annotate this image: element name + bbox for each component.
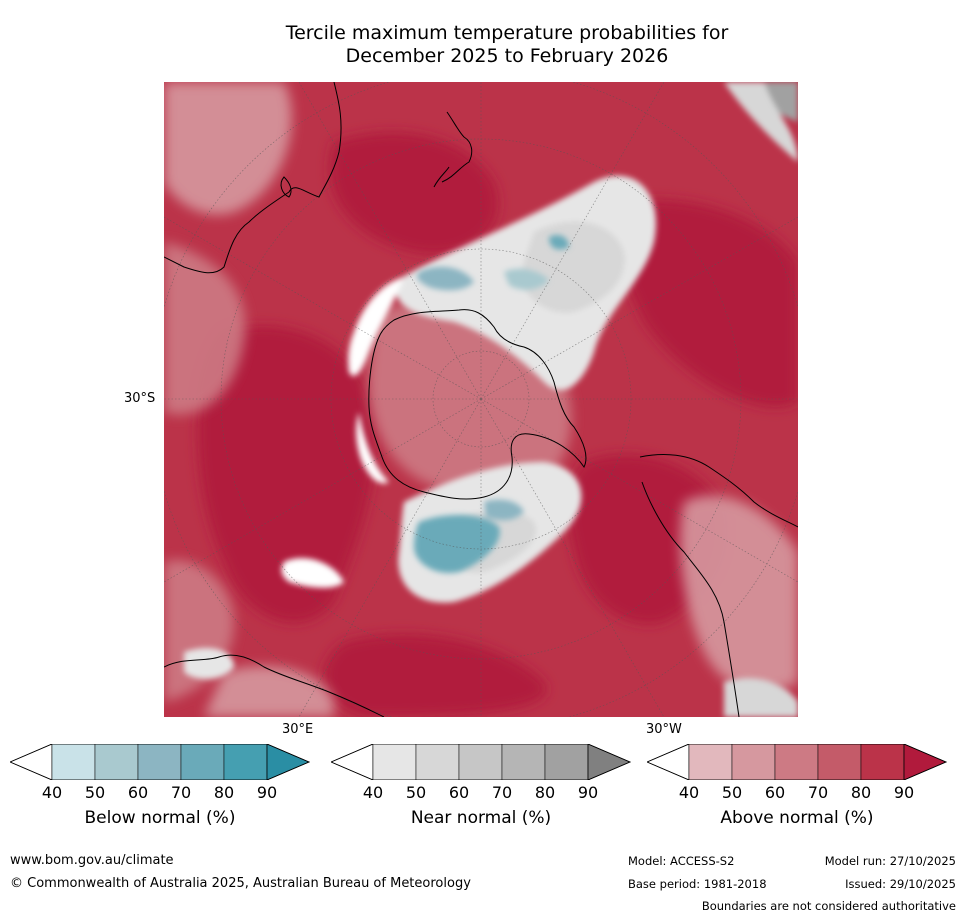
near-colorbar-segment-5 xyxy=(544,744,589,780)
footer-disclaimer: Boundaries are not considered authoritat… xyxy=(701,899,956,913)
near-tick-label: 40 xyxy=(362,783,384,802)
region-below-normal-pacific-3 xyxy=(549,235,569,250)
near-colorbar-segment-1 xyxy=(372,744,417,780)
australia-coastline xyxy=(164,82,342,274)
above-colorbar-segment-3 xyxy=(774,744,819,780)
near-normal-ticks: 40 50 60 70 80 90 xyxy=(331,783,631,803)
region-tasman-dark xyxy=(329,132,499,254)
above-colorbar-low-extend xyxy=(647,744,690,780)
tasmania-coastline xyxy=(280,176,292,198)
above-colorbar-segment-4 xyxy=(817,744,862,780)
above-colorbar-segment-1 xyxy=(688,744,733,780)
region-west-light xyxy=(164,82,292,215)
above-tick-label: 40 xyxy=(678,783,700,802)
above-colorbar-high-extend xyxy=(903,744,947,780)
near-colorbar-high-extend xyxy=(587,744,631,780)
near-tick-label: 90 xyxy=(577,783,599,802)
near-colorbar-low-extend xyxy=(331,744,374,780)
below-tick-label: 80 xyxy=(213,783,235,802)
above-tick-label: 80 xyxy=(850,783,872,802)
above-tick-label: 50 xyxy=(721,783,743,802)
new-zealand-north xyxy=(441,111,473,183)
below-colorbar-outline xyxy=(10,744,310,780)
above-colorbar-outline xyxy=(647,744,947,780)
region-southamerica-light xyxy=(680,495,798,692)
below-colorbar-segment-4 xyxy=(180,744,225,780)
region-ring-white-2 xyxy=(356,412,389,484)
new-zealand-south xyxy=(433,166,450,188)
near-tick-label: 80 xyxy=(534,783,556,802)
footer-copyright: © Commonwealth of Australia 2025, Austra… xyxy=(10,876,471,891)
below-colorbar-segment-1 xyxy=(51,744,96,780)
below-colorbar-segment-3 xyxy=(137,744,182,780)
near-colorbar-segment-3 xyxy=(458,744,503,780)
near-tick-label: 50 xyxy=(405,783,427,802)
above-normal-ticks: 40 50 60 70 80 90 xyxy=(647,783,947,803)
region-southern-dark xyxy=(323,634,547,717)
footer-website: www.bom.gov.au/climate xyxy=(10,853,174,868)
near-colorbar-segment-2 xyxy=(415,744,460,780)
above-normal-colorbar xyxy=(647,744,947,780)
region-below-normal-atlantic xyxy=(414,515,500,573)
below-colorbar-high-extend xyxy=(266,744,310,780)
below-tick-label: 60 xyxy=(127,783,149,802)
below-tick-label: 90 xyxy=(256,783,278,802)
above-colorbar-segment-2 xyxy=(731,744,776,780)
above-normal-title: Above normal (%) xyxy=(720,808,874,828)
below-colorbar-low-extend xyxy=(10,744,53,780)
above-tick-label: 90 xyxy=(893,783,915,802)
longitude-label-30e: 30°E xyxy=(282,722,314,737)
latitude-label-30s: 30°S xyxy=(124,391,156,406)
region-south-pacific-dark xyxy=(615,199,798,408)
map-title-line-1: Tercile maximum temperature probabilitie… xyxy=(285,22,729,44)
below-tick-label: 40 xyxy=(41,783,63,802)
region-bottom-right-grey xyxy=(724,678,798,717)
region-left-grey-patch xyxy=(184,647,234,679)
map-title-line-2: December 2025 to February 2026 xyxy=(345,45,669,67)
graticule xyxy=(164,82,798,717)
region-ring-white-1 xyxy=(348,277,404,376)
coastlines xyxy=(164,82,798,717)
south-america-west xyxy=(641,481,740,717)
region-west-light-2 xyxy=(164,242,246,415)
polar-probability-map xyxy=(164,82,798,717)
below-normal-title: Below normal (%) xyxy=(84,808,236,828)
south-america-coastline xyxy=(639,453,798,528)
region-below-normal-pacific xyxy=(417,266,474,291)
region-indian-ocean-dark xyxy=(197,325,376,623)
longitude-label-30w: 30°W xyxy=(646,722,682,737)
footer-model: Model: ACCESS-S2 xyxy=(628,854,735,868)
near-colorbar-segment-4 xyxy=(501,744,546,780)
footer-issued: Issued: 29/10/2025 xyxy=(845,877,956,891)
near-normal-colorbar xyxy=(331,744,631,780)
below-normal-colorbar xyxy=(10,744,310,780)
above-tick-label: 70 xyxy=(807,783,829,802)
region-below-normal-pacific-2 xyxy=(504,268,549,290)
near-normal-title: Near normal (%) xyxy=(410,808,552,828)
region-lower-left-pink xyxy=(204,666,334,717)
footer-model-run: Model run: 27/10/2025 xyxy=(824,854,956,868)
antarctica-coastline xyxy=(368,309,587,500)
near-tick-label: 70 xyxy=(491,783,513,802)
below-colorbar-segment-5 xyxy=(223,744,268,780)
below-normal-ticks: 40 50 60 70 80 90 xyxy=(10,783,310,803)
above-colorbar-segment-5 xyxy=(860,744,905,780)
below-colorbar-segment-2 xyxy=(94,744,139,780)
below-tick-label: 70 xyxy=(170,783,192,802)
footer-base-period: Base period: 1981-2018 xyxy=(628,877,767,891)
region-pacific-near-normal-grey xyxy=(522,221,625,313)
below-tick-label: 50 xyxy=(84,783,106,802)
above-tick-label: 60 xyxy=(764,783,786,802)
africa-coastline xyxy=(164,654,385,717)
region-below-normal-atlantic-2 xyxy=(484,499,524,521)
near-tick-label: 60 xyxy=(448,783,470,802)
region-top-right-light xyxy=(724,82,798,162)
near-colorbar-outline xyxy=(331,744,631,780)
region-ring-white-3 xyxy=(281,558,344,588)
